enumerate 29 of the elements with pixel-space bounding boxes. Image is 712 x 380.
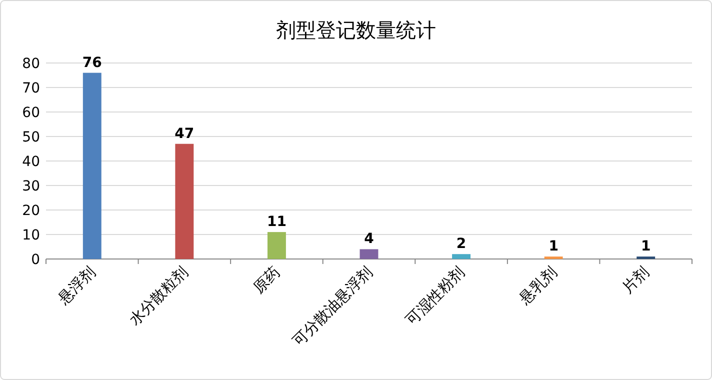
data-label: 47 <box>174 126 194 142</box>
data-label: 76 <box>82 54 102 71</box>
x-tick-label: 水分散粒剂 <box>125 263 192 329</box>
bar <box>360 249 378 259</box>
y-tick-label: 40 <box>22 154 40 170</box>
x-tick-label: 悬浮剂 <box>54 263 99 308</box>
y-tick-label: 10 <box>22 228 40 244</box>
data-label: 1 <box>548 238 558 255</box>
x-tick-label: 原药 <box>250 263 284 298</box>
data-label: 11 <box>266 214 286 230</box>
data-label: 4 <box>364 231 374 248</box>
x-tick-label: 片剂 <box>618 263 653 298</box>
y-tick-label: 50 <box>22 130 40 146</box>
bar <box>82 72 102 259</box>
x-tick-label: 可湿性粉剂 <box>402 263 468 329</box>
data-label: 2 <box>456 236 466 252</box>
y-tick-label: 60 <box>22 105 40 121</box>
y-tick-label: 20 <box>22 203 40 219</box>
x-tick-label: 可分散油悬浮剂 <box>288 263 376 350</box>
bar <box>175 144 194 259</box>
x-tick-label: 悬乳剂 <box>515 263 560 308</box>
data-label: 1 <box>640 238 651 255</box>
chart-title: 剂型登记数量统计 <box>276 18 436 42</box>
y-tick-label: 80 <box>22 56 40 72</box>
y-tick-label: 70 <box>22 80 40 96</box>
y-tick-label: 0 <box>31 252 40 268</box>
y-tick-label: 30 <box>22 178 40 194</box>
bar <box>452 254 471 259</box>
bar <box>267 232 286 259</box>
